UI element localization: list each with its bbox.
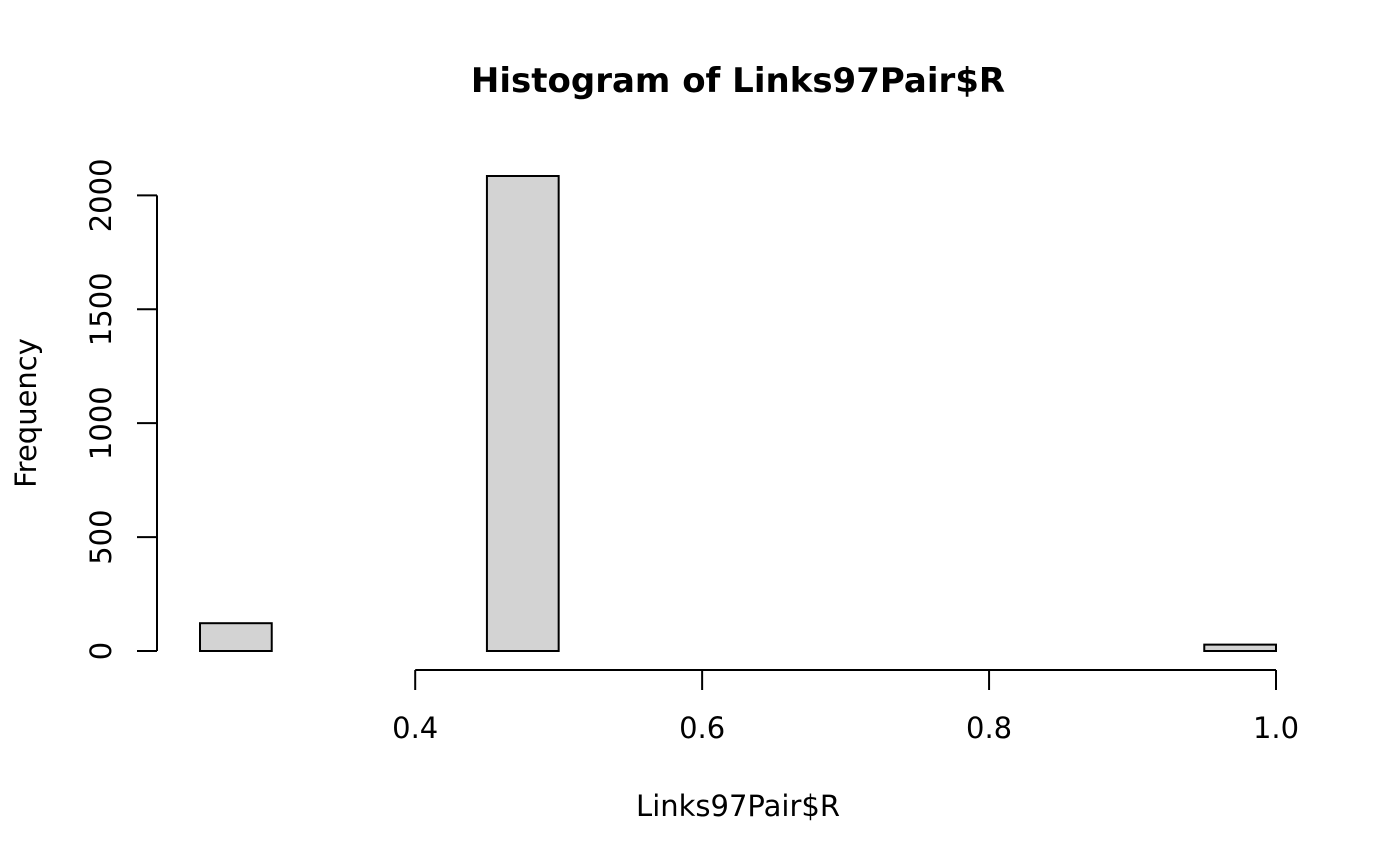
x-axis: 0.4 0.6 0.8 1.0 bbox=[392, 669, 1299, 745]
y-tick-label: 1000 bbox=[84, 386, 118, 460]
y-axis: 0 500 1000 1500 2000 bbox=[84, 158, 158, 660]
y-tick-label: 1500 bbox=[84, 272, 118, 346]
chart-title: Histogram of Links97Pair$R bbox=[471, 61, 1005, 101]
x-tick-label: 0.6 bbox=[679, 711, 725, 745]
y-tick-label: 0 bbox=[84, 642, 118, 660]
y-tick-label: 2000 bbox=[84, 158, 118, 232]
x-axis-label: Links97Pair$R bbox=[636, 789, 840, 823]
histogram-bar bbox=[1203, 643, 1278, 652]
x-tick-label: 0.8 bbox=[966, 711, 1012, 745]
bars-group bbox=[199, 175, 1278, 653]
histogram-bar bbox=[199, 622, 273, 653]
y-axis-label: Frequency bbox=[9, 338, 43, 488]
x-tick-label: 1.0 bbox=[1253, 711, 1299, 745]
histogram-bar bbox=[485, 175, 560, 652]
x-tick-label: 0.4 bbox=[392, 711, 438, 745]
y-tick-label: 500 bbox=[84, 509, 118, 564]
